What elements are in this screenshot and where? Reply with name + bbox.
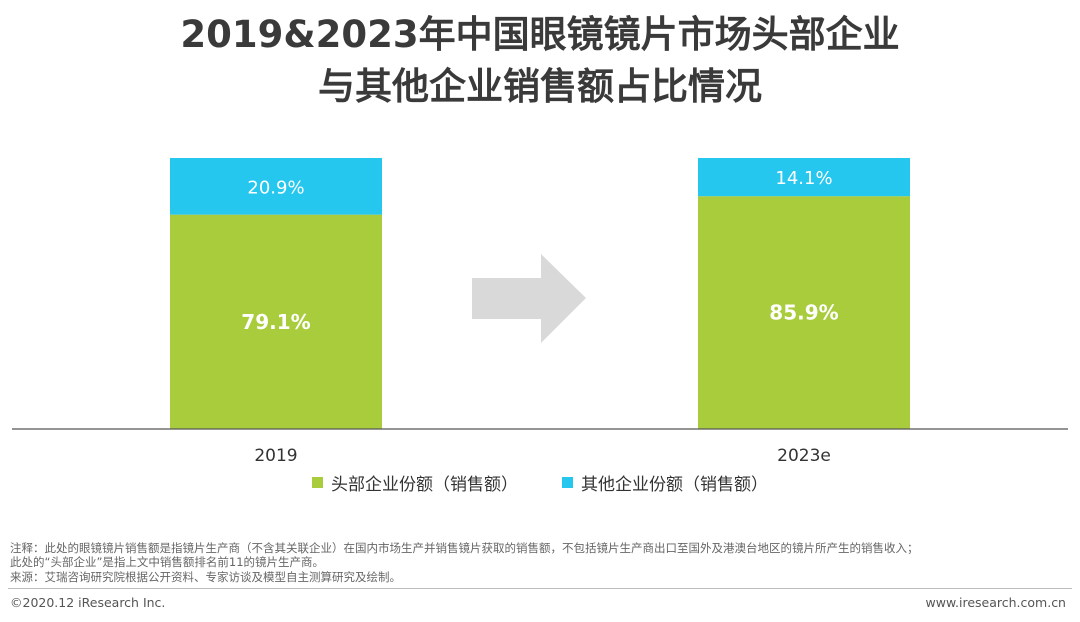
footer-copyright: ©2020.12 iResearch Inc. [10,595,166,610]
bar-2019-series-1 [170,158,382,215]
legend-item-head: 头部企业份额（销售额） [312,470,518,495]
x-tick-label-2019: 2019 [254,446,297,466]
footer-divider [8,588,1072,589]
bar-2023e-series-0 [698,196,910,429]
footer-website: www.iresearch.com.cn [925,595,1067,610]
chart-title-line2: 与其他企业销售额占比情况 [318,65,762,108]
x-tick-label-2023e: 2023e [777,446,831,466]
chart-legend: 头部企业份额（销售额） 其他企业份额（销售额） [0,470,1080,495]
legend-label-other: 其他企业份额（销售额） [581,475,768,495]
data-label-2019-series-1: 20.9% [247,177,304,198]
source-line: 来源：艾瑞咨询研究院根据公开资料、专家访谈及模型自主测算研究及绘制。 [10,570,401,584]
transition-arrow [472,254,586,343]
bar-2019-series-0 [170,214,382,429]
legend-label-head: 头部企业份额（销售额） [331,475,518,495]
note-line-2: 此处的“头部企业”是指上文中销售额排名前11的镜片生产商。 [10,555,325,569]
data-label-2023e-series-0: 85.9% [769,301,838,325]
legend-item-other: 其他企业份额（销售额） [562,470,768,495]
data-label-2023e-series-1: 14.1% [775,168,832,189]
chart-title-line1: 2019&2023年中国眼镜镜片市场头部企业 [180,13,900,56]
data-label-2019-series-0: 79.1% [241,310,310,334]
legend-swatch-head [312,477,323,488]
stacked-bar-chart: 79.1% 20.9% 2019 85.9% 14.1% 2023e [12,158,1068,466]
note-line-1: 注释：此处的眼镜镜片销售额是指镜片生产商（不含其关联企业）在国内市场生产并销售镜… [10,541,919,555]
legend-swatch-other [562,477,573,488]
bar-2023e-series-1 [698,158,910,197]
